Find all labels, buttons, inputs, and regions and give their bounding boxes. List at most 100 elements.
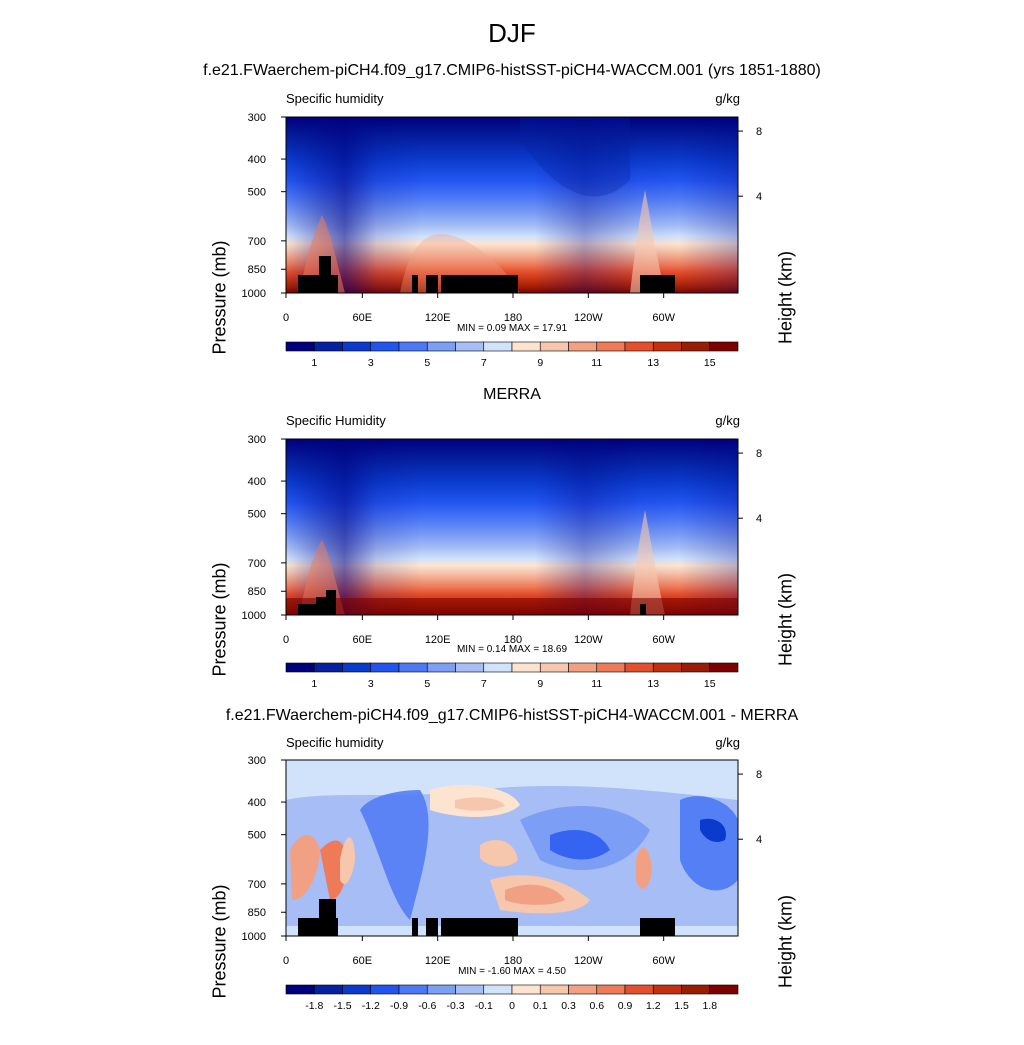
colorbar-swatch (483, 984, 513, 995)
colorbar-swatch (681, 341, 711, 352)
x-tick-label: 120W (574, 634, 603, 646)
colorbar-swatch (285, 662, 315, 673)
pressure-tick-label: 400 (248, 154, 266, 166)
pressure-tick-label: 300 (248, 755, 266, 767)
colorbar-swatch (596, 341, 626, 352)
colorbar-swatch (624, 984, 654, 995)
x-tick-label: 0 (283, 634, 289, 646)
colorbar-label: 15 (704, 678, 716, 690)
panel1: Specific humidity g/kg Pressure (mb) Hei… (0, 91, 1024, 401)
colorbar-swatch (483, 662, 513, 673)
colorbar-swatch (568, 662, 598, 673)
pressure-tick-label: 1000 (242, 931, 266, 943)
panel3-topography (298, 899, 675, 936)
panel3-minmax: MIN = -1.60 MAX = 4.50 (458, 966, 566, 977)
colorbar-swatch (652, 341, 682, 352)
panel1-field (286, 117, 738, 293)
colorbar-label: 5 (424, 357, 430, 369)
colorbar-swatch (313, 341, 343, 352)
colorbar-label: 0.1 (533, 1000, 548, 1012)
panel2-units-label: g/kg (715, 413, 740, 428)
colorbar-label: 11 (591, 357, 602, 369)
colorbar-swatch (539, 984, 569, 995)
height-tick-label: 8 (756, 448, 762, 460)
colorbar-swatch (426, 341, 456, 352)
colorbar-label: -1.2 (362, 1000, 380, 1012)
colorbar-swatch (426, 662, 456, 673)
colorbar-label: -0.3 (446, 1000, 464, 1012)
colorbar-swatch (483, 341, 513, 352)
height-tick-label: 8 (756, 126, 762, 138)
height-tick-label: 4 (756, 834, 762, 846)
colorbar-label: 9 (537, 678, 543, 690)
height-tick-label: 8 (756, 769, 762, 781)
panel1-frame (285, 116, 739, 294)
colorbar-swatch (709, 662, 739, 673)
colorbar-label: 7 (481, 357, 487, 369)
x-tick-label: 180 (504, 634, 522, 646)
x-tick-label: 120W (574, 312, 603, 324)
colorbar-label: 1.5 (674, 1000, 689, 1012)
colorbar-label: 5 (424, 678, 430, 690)
colorbar-label: -0.6 (418, 1000, 436, 1012)
colorbar-swatch (568, 341, 598, 352)
colorbar-label: 0.3 (561, 1000, 576, 1012)
pressure-tick-label: 850 (248, 586, 266, 598)
pressure-tick-label: 300 (248, 112, 266, 124)
colorbar-label: 0 (509, 1000, 515, 1012)
x-tick-label: 60E (353, 312, 373, 324)
panel2-variable-label: Specific Humidity (286, 413, 386, 428)
colorbar-swatch (511, 984, 541, 995)
colorbar-swatch (652, 662, 682, 673)
panel3-frame (285, 759, 739, 937)
colorbar-label: 7 (481, 678, 487, 690)
pressure-tick-label: 700 (248, 879, 266, 891)
height-tick-label: 4 (756, 513, 762, 525)
colorbar-swatch (539, 662, 569, 673)
panel1-topography (298, 256, 675, 293)
colorbar-label: 13 (647, 357, 659, 369)
colorbar-swatch (596, 984, 626, 995)
colorbar-swatch (285, 341, 315, 352)
panel2-heading: MERRA (483, 386, 541, 403)
panel2-topography (298, 590, 646, 615)
colorbar-swatch (398, 341, 428, 352)
colorbar-swatch (652, 984, 682, 995)
panel3-units-label: g/kg (715, 735, 740, 750)
x-tick-label: 60W (652, 634, 675, 646)
colorbar-label: 0.9 (618, 1000, 633, 1012)
colorbar-swatch (342, 984, 372, 995)
pressure-tick-label: 700 (248, 236, 266, 248)
colorbar-label: 9 (537, 357, 543, 369)
colorbar-label: -0.9 (390, 1000, 408, 1012)
pressure-tick-label: 500 (248, 509, 266, 521)
colorbar-label: 1 (311, 678, 317, 690)
panel1-heading: f.e21.FWaerchem-piCH4.f09_g17.CMIP6-hist… (203, 62, 821, 79)
colorbar-swatch (370, 341, 400, 352)
colorbar-swatch (313, 662, 343, 673)
panel2: Specific Humidity g/kg Pressure (mb) Hei… (0, 413, 1024, 723)
panel2-field (286, 439, 738, 615)
x-tick-label: 120E (425, 634, 451, 646)
colorbar-swatch (398, 662, 428, 673)
pressure-tick-label: 850 (248, 264, 266, 276)
colorbar-swatch (709, 984, 739, 995)
panel2-frame (285, 438, 739, 616)
colorbar-label: -1.8 (305, 1000, 323, 1012)
colorbar-swatch (624, 662, 654, 673)
x-tick-label: 60W (652, 312, 675, 324)
x-tick-label: 0 (283, 312, 289, 324)
colorbar-label: 0.6 (589, 1000, 604, 1012)
pressure-tick-label: 500 (248, 830, 266, 842)
colorbar-layer: 1 3 5 7 9 11 13 151 3 5 7 9 11 13 15-1.8 -1.5 -1.2 -0.9 -0… (285, 341, 739, 1012)
colorbar-swatch (285, 984, 315, 995)
page-title: DJF (488, 18, 536, 48)
colorbar-label: -0.1 (475, 1000, 493, 1012)
panel1-variable-label: Specific humidity (286, 91, 384, 106)
pressure-tick-label: 400 (248, 797, 266, 809)
colorbar-swatch (342, 341, 372, 352)
panel1-units-label: g/kg (715, 91, 740, 106)
colorbar-label: 11 (591, 678, 602, 690)
pressure-tick-label: 1000 (242, 610, 266, 622)
